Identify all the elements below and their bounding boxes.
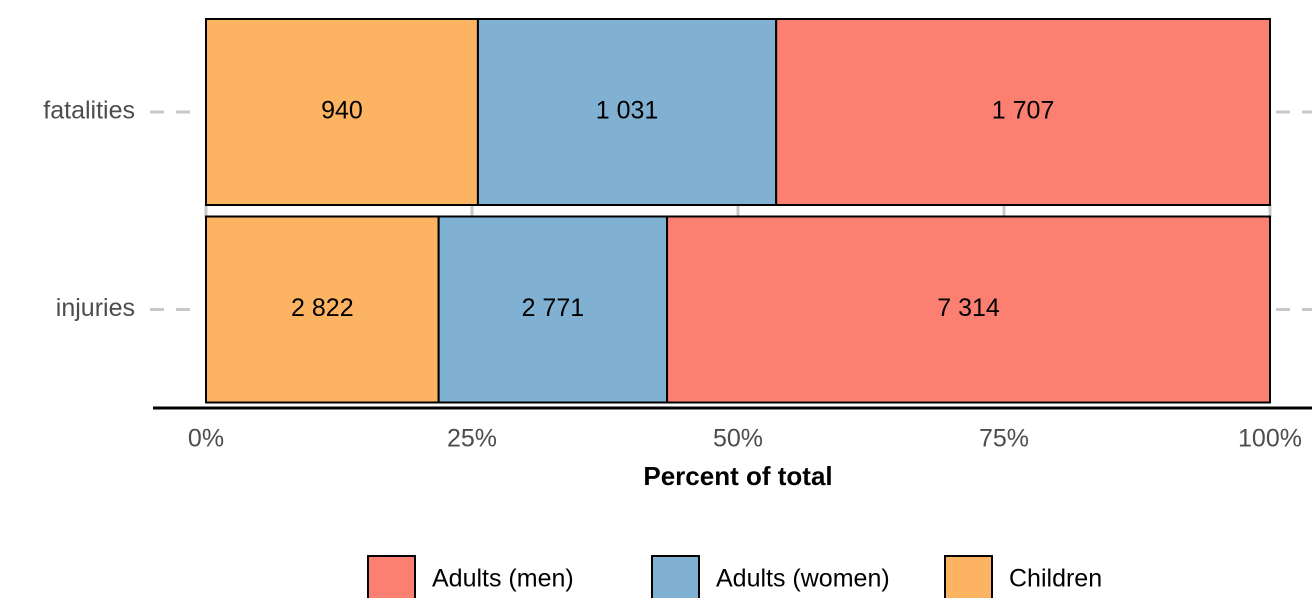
x-tick-label: 50% [713,425,763,453]
legend-key [367,555,416,603]
data-label: 1 707 [992,97,1055,125]
bar-segment [205,215,440,404]
x-tick-label: 75% [979,425,1029,453]
legend-key [944,555,993,603]
bar-segment [205,18,479,206]
legend-label: Adults (women) [716,565,890,593]
y-tick-label: injuries [56,294,135,322]
x-axis-title: Percent of total [643,461,832,491]
bar-segment [775,18,1271,206]
bar-segment [666,215,1271,404]
legend-label: Children [1009,565,1102,593]
x-tick-label: 100% [1238,425,1302,453]
bar-segment [437,215,669,404]
x-tick-label: 0% [188,425,224,453]
data-label: 1 031 [596,97,659,125]
data-label: 2 822 [291,294,354,322]
data-label: 940 [321,97,363,125]
data-label: 2 771 [522,294,585,322]
x-tick-label: 25% [447,425,497,453]
bar-segment [476,18,778,206]
y-tick-label: fatalities [43,97,135,125]
legend-label: Adults (men) [432,565,574,593]
legend-key [651,555,700,603]
data-label: 7 314 [937,294,1000,322]
